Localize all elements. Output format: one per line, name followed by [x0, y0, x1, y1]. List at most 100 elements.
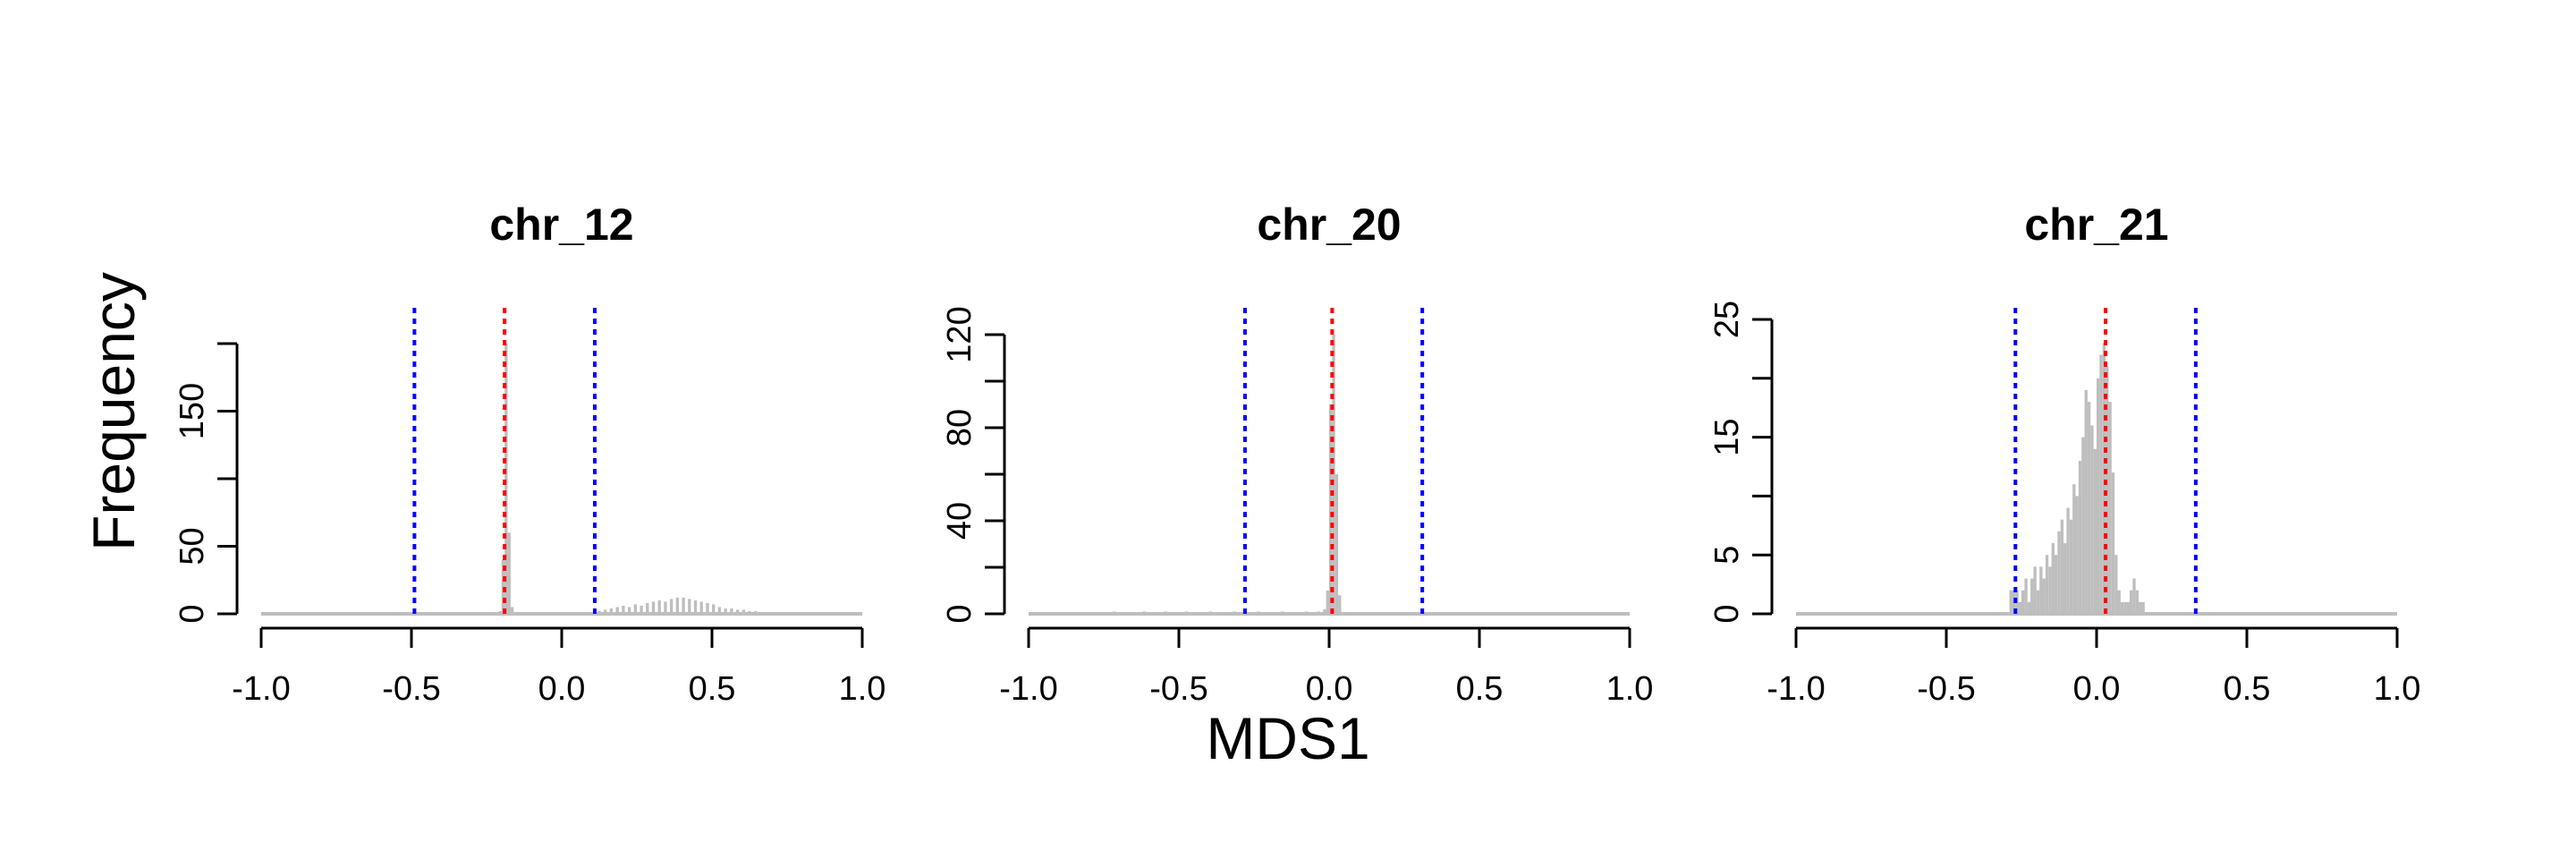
histogram-bar [1208, 611, 1212, 614]
histogram-bar [2114, 555, 2118, 614]
panels-group: chr_12-1.0 -0.5 0.0 0.5 1.0050150chr_20-1.0-… [174, 200, 2420, 708]
panel-title: chr_21 [2024, 200, 2168, 250]
histogram-bar [597, 610, 601, 614]
histogram-bar [2054, 555, 2058, 614]
histogram-bar [2057, 531, 2061, 614]
histogram-bar [1317, 611, 1320, 614]
histogram-bar [510, 607, 514, 614]
histogram-bar [772, 612, 775, 614]
histogram-bar [627, 607, 631, 614]
histogram-bar [1323, 608, 1326, 614]
histogram-bar [2024, 578, 2028, 614]
histogram-bar [2066, 507, 2070, 614]
y-tick-label: 150 [174, 383, 211, 439]
x-tick-label: -0.5 [382, 670, 440, 708]
y-tick-label: 40 [941, 502, 979, 540]
histogram-bar [2009, 590, 2012, 614]
histogram-bar [622, 605, 625, 614]
histogram-bar [2141, 601, 2145, 614]
histogram-bar [2051, 543, 2055, 614]
histogram-bar [1164, 611, 1167, 614]
histogram-bar [640, 605, 643, 614]
histogram-bar [2108, 402, 2112, 614]
y-tick-label: 25 [1708, 301, 1746, 338]
histogram-bar [2087, 402, 2091, 614]
x-tick-label: 0.5 [1456, 670, 1504, 708]
histogram-bar [2078, 460, 2082, 614]
histogram-bar [609, 608, 614, 614]
histogram-bar [2106, 366, 2109, 614]
histogram-bar [1305, 611, 1309, 614]
histogram-bar [664, 601, 667, 614]
histogram-bar [2093, 448, 2097, 614]
histogram-bar [651, 601, 656, 614]
histogram-bar [2123, 601, 2127, 614]
histogram-bar [1326, 591, 1329, 614]
histogram-bar [2135, 590, 2140, 614]
histogram-bar [2097, 378, 2100, 614]
histogram-bar [2126, 601, 2130, 614]
histogram-bar [730, 608, 733, 614]
histogram-bar [777, 612, 782, 614]
histogram-bar [1338, 595, 1342, 614]
histogram-bar [633, 604, 637, 614]
panel-chr_12: chr_12 -1.0 -0.5 0.0 0.5 1.0 0 50 150 [174, 200, 886, 708]
x-tick-label: 0.5 [2224, 670, 2271, 708]
y-tick-label: 120 [941, 306, 979, 362]
histogram-bar [1184, 611, 1189, 614]
histogram-bar [1281, 611, 1284, 614]
y-tick-label: 5 [1708, 546, 1746, 565]
x-tick-label: 1.0 [2374, 670, 2421, 708]
histogram-bar [2139, 601, 2142, 614]
x-tick-label: 0.5 [689, 670, 736, 708]
y-tick-label: 0 [1708, 604, 1746, 623]
histogram-bar [507, 532, 511, 614]
y-tick-label: 15 [1708, 418, 1746, 455]
histogram-bar [2084, 389, 2088, 614]
panel-chr_21: chr_21 -1.0 -0.5 0.0 0.5 1.0 0 5 15 25 [1708, 200, 2420, 708]
figure-ylabel: Frequency [80, 272, 147, 551]
histogram-bar [2120, 601, 2124, 614]
histogram-bar [2090, 425, 2094, 614]
histogram-bar [2129, 590, 2133, 614]
histogram-bar [741, 609, 745, 614]
histogram-bar [2075, 496, 2079, 614]
panel-title: chr_20 [1257, 200, 1401, 250]
y-tick-label: 0 [174, 604, 211, 623]
histogram-bar [2039, 566, 2043, 614]
histogram-bar [2081, 437, 2085, 614]
histogram-bar [2111, 472, 2115, 614]
histogram-bar [688, 599, 691, 614]
histogram-bar [699, 601, 703, 614]
histogram-bar [2027, 601, 2031, 614]
histogram-bar [2021, 590, 2025, 614]
histogram-bar [1113, 611, 1116, 614]
histogram-bar [615, 607, 619, 614]
figure-xlabel: MDS1 [1206, 705, 1369, 771]
histogram-bar [2102, 343, 2106, 614]
histogram-bar [2072, 484, 2076, 614]
histogram-bar [1329, 404, 1333, 614]
histogram-bar [2018, 601, 2021, 614]
histogram-bar [1257, 611, 1260, 614]
histogram-bar [657, 600, 661, 614]
histogram-bar [501, 559, 505, 614]
x-tick-label: 1.0 [839, 670, 886, 708]
histogram-bar [669, 599, 674, 614]
panel-title: chr_12 [489, 200, 633, 250]
y-tick-label: 80 [941, 409, 979, 447]
histogram-bar [717, 607, 722, 614]
histogram-bar [724, 608, 727, 614]
histogram-bar [2033, 566, 2037, 614]
x-tick-label: 0.0 [538, 670, 586, 708]
x-tick-label: -0.5 [1917, 670, 1975, 708]
histogram-bar [2132, 578, 2136, 614]
x-tick-label: -0.5 [1149, 670, 1208, 708]
histogram-bar [2099, 354, 2103, 614]
histogram-bar [2117, 590, 2121, 614]
histogram-bar [735, 609, 740, 614]
histogram-bar [1233, 611, 1236, 614]
histogram-bar [2069, 519, 2073, 614]
histogram-bar [1335, 474, 1339, 614]
x-tick-label: -1.0 [999, 670, 1057, 708]
